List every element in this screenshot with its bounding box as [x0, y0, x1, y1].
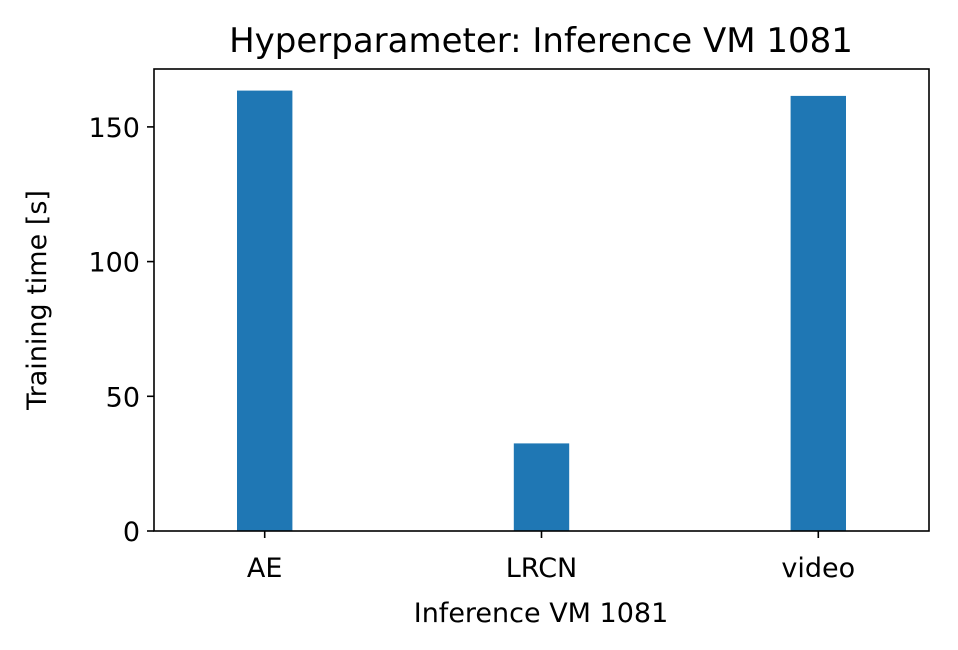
y-axis: 0 50 100 150 [88, 113, 154, 548]
x-tick-label: LRCN [506, 553, 578, 584]
y-tick-label: 150 [88, 113, 140, 144]
x-axis: AE LRCN video [247, 531, 855, 584]
chart-title: Hyperparameter: Inference VM 1081 [229, 21, 853, 61]
y-tick-label: 0 [123, 517, 140, 548]
bar-ae [237, 90, 293, 531]
y-axis-label: Training time [s] [22, 190, 53, 411]
bar-lrcn [513, 443, 570, 531]
y-tick-label: 100 [88, 248, 140, 279]
x-axis-label: Inference VM 1081 [414, 598, 669, 629]
x-tick-label: AE [247, 553, 283, 584]
bar-video [790, 95, 846, 532]
x-tick-label: video [781, 553, 855, 584]
plot-area [237, 90, 846, 532]
y-tick-label: 50 [106, 382, 140, 413]
